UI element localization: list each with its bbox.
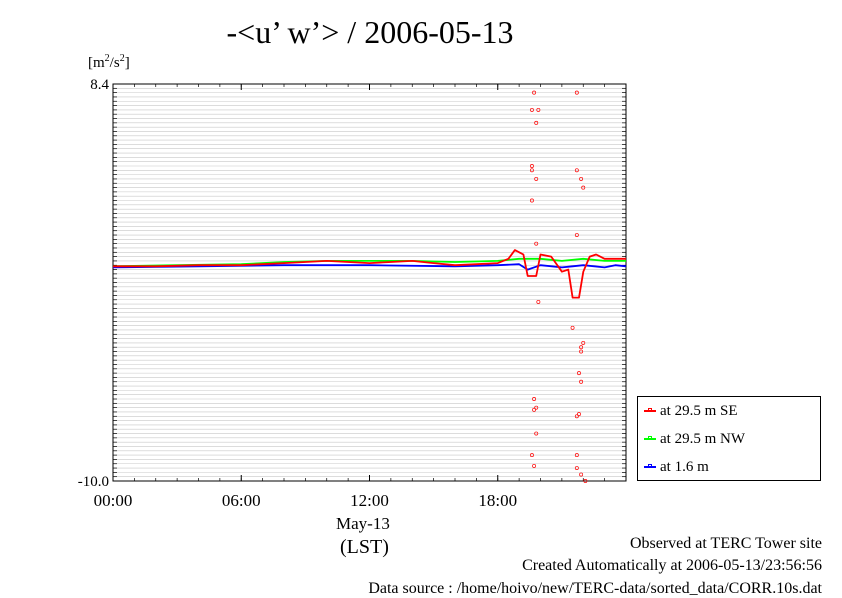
scatter-point xyxy=(536,299,541,304)
scatter-point xyxy=(579,349,584,354)
scatter-point xyxy=(574,466,579,471)
scatter-point xyxy=(579,379,584,384)
legend-item-nw: at 29.5 m NW xyxy=(644,429,745,449)
scatter-point xyxy=(530,453,534,458)
series-line xyxy=(113,249,626,299)
scatter-point xyxy=(536,107,541,112)
axis-ticks xyxy=(112,83,627,482)
scatter-point xyxy=(534,241,539,246)
legend-swatch-green xyxy=(644,436,656,440)
scatter-point xyxy=(579,472,584,477)
scatter-point xyxy=(532,463,537,468)
x-axis-timezone-label: (LST) xyxy=(340,536,389,558)
x-tick-label: 06:00 xyxy=(222,491,261,510)
scatter-point xyxy=(581,340,586,345)
scatter-point xyxy=(574,414,579,419)
legend-swatch-blue xyxy=(644,464,656,468)
scatter-point xyxy=(530,168,534,173)
scatter-point xyxy=(530,198,534,203)
scatter-point xyxy=(534,120,539,125)
scatter-point xyxy=(577,371,581,376)
legend-item-se: at 29.5 m SE xyxy=(644,401,738,421)
legend-label: at 29.5 m SE xyxy=(660,402,738,419)
series-1 xyxy=(112,257,626,268)
scatter-point xyxy=(574,453,579,458)
axis-labels: 8.4 -10.000:00 06:00 12:00 18:00 xyxy=(78,77,517,510)
legend-item-low: at 1.6 m xyxy=(644,457,709,477)
scatter-point xyxy=(570,325,575,330)
chart-title: -<u’ w’> / 2006-05-13 xyxy=(226,14,514,50)
scatter-point xyxy=(532,90,537,95)
legend: at 29.5 m SE at 29.5 m NW at 1.6 m xyxy=(637,396,821,481)
legend-swatch-red xyxy=(644,408,656,412)
y-tick-label: -10.0 xyxy=(78,474,109,490)
series-0 xyxy=(113,90,626,483)
scatter-point xyxy=(532,407,537,412)
y-axis-unit: [m2/s2] xyxy=(88,53,130,71)
scatter-point xyxy=(579,176,584,181)
series-2 xyxy=(112,263,627,271)
x-axis-date-label: May-13 xyxy=(336,514,390,533)
scatter-point xyxy=(583,479,588,483)
scatter-point xyxy=(534,405,539,410)
x-tick-label: 00:00 xyxy=(94,491,133,510)
scatter-point xyxy=(532,397,537,401)
scatter-point xyxy=(574,168,579,173)
footer-site: Observed at TERC Tower site xyxy=(629,535,822,552)
scatter-point xyxy=(534,176,539,181)
series-layer xyxy=(112,90,627,483)
x-tick-label: 18:00 xyxy=(478,491,517,510)
x-tick-label: 12:00 xyxy=(350,491,389,510)
scatter-point xyxy=(574,233,579,237)
scatter-point xyxy=(530,107,534,112)
scatter-point xyxy=(577,412,581,417)
legend-label: at 1.6 m xyxy=(660,458,709,475)
footer-created: Created Automatically at 2006-05-13/23:5… xyxy=(522,557,822,574)
y-tick-label: 8.4 xyxy=(90,77,109,93)
grid-lines xyxy=(113,83,626,482)
footer-source: Data source : /home/hoivo/new/TERC-data/… xyxy=(368,580,822,597)
scatter-point xyxy=(579,345,584,350)
scatter-point xyxy=(534,431,539,436)
scatter-point xyxy=(574,90,579,95)
series-line xyxy=(112,263,627,271)
scatter-point xyxy=(581,185,586,190)
series-line xyxy=(112,257,626,268)
legend-label: at 29.5 m NW xyxy=(660,430,745,447)
scatter-point xyxy=(530,164,534,168)
